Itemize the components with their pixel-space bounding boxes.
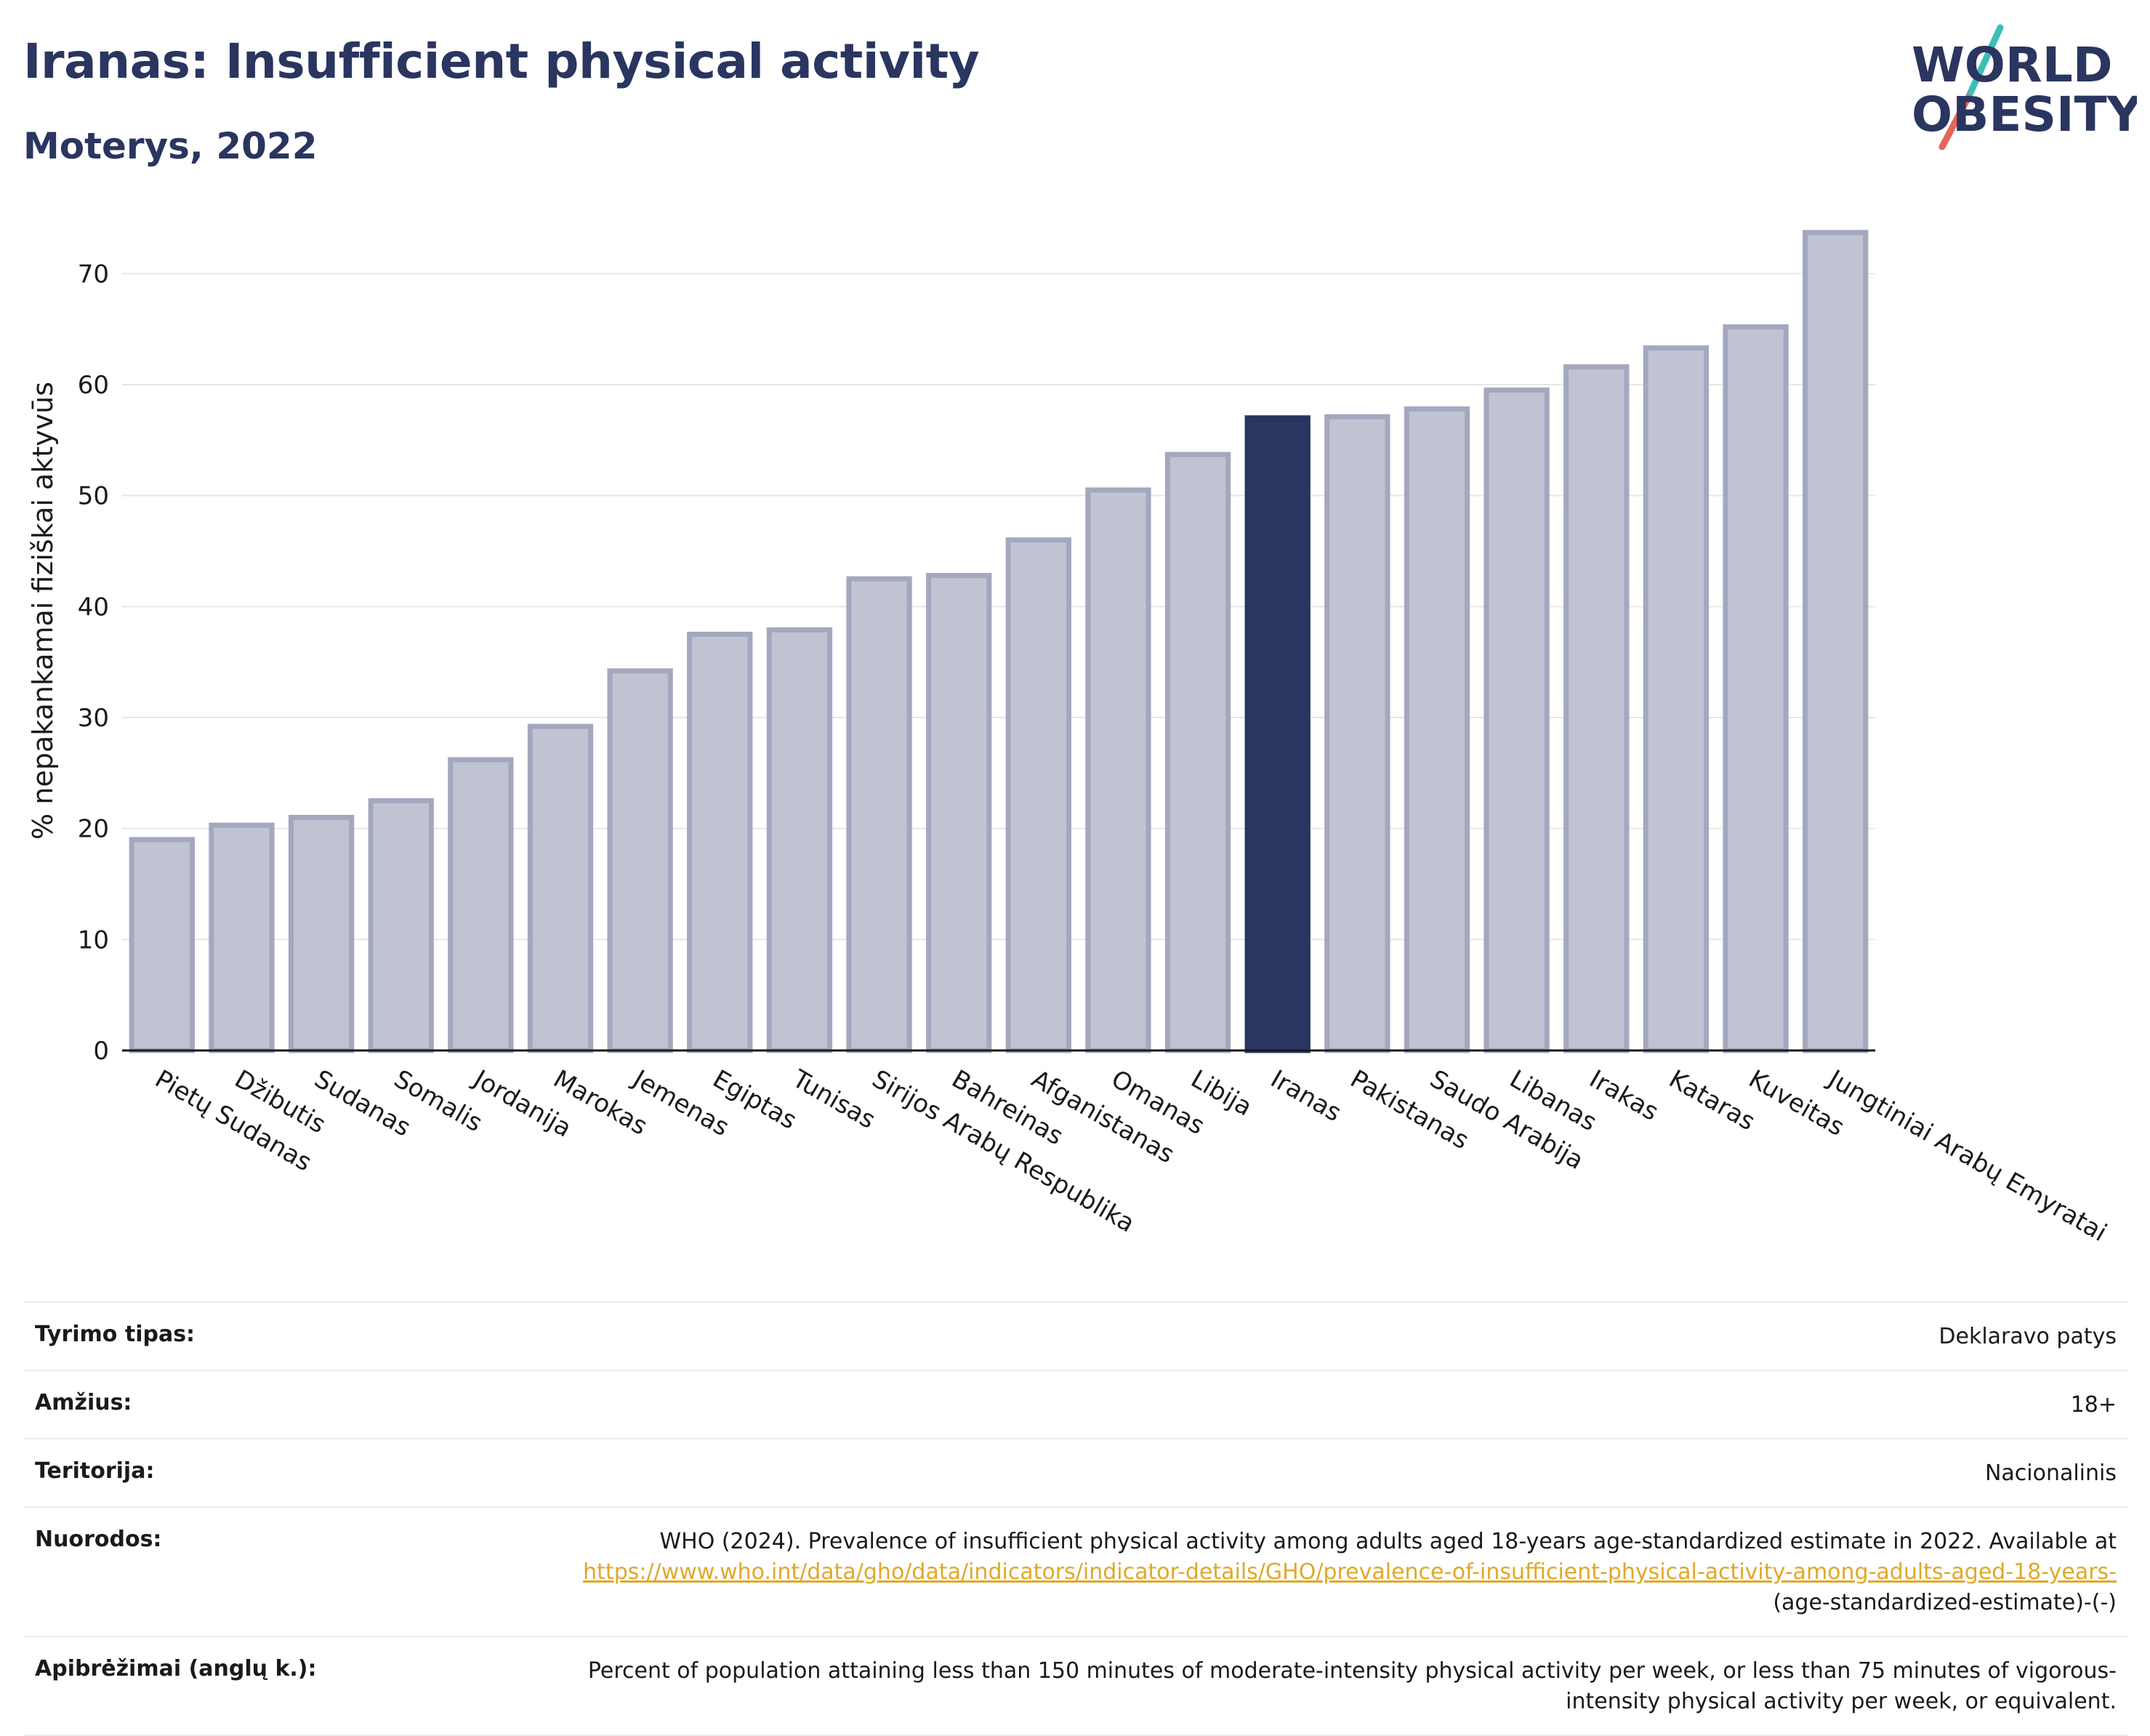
info-row-territory: Teritorija: Nacionalinis: [23, 1438, 2128, 1506]
references-text: WHO (2024). Prevalence of insufficient p…: [659, 1529, 2117, 1554]
y-tick-label: 20: [78, 815, 109, 844]
references-link[interactable]: https://www.who.int/data/gho/data/indica…: [583, 1559, 2117, 1585]
bar: [1085, 487, 1151, 1053]
bar: [846, 576, 912, 1053]
info-row-definitions: Apibrėžimai (anglų k.): Percent of popul…: [23, 1636, 2128, 1736]
bar: [1324, 414, 1390, 1053]
territory-value: Nacionalinis: [1984, 1460, 2117, 1486]
bar: [129, 837, 195, 1053]
bar: [926, 573, 992, 1053]
bar: [1723, 324, 1789, 1053]
references-label: Nuorodos:: [35, 1527, 162, 1552]
x-tick-label: Tunisas: [787, 1064, 881, 1135]
y-tick-label: 50: [78, 482, 109, 511]
bar: [527, 723, 594, 1053]
bar: [1803, 230, 1869, 1053]
info-table: Tyrimo tipas: Deklaravo patys Amžius: 18…: [23, 1301, 2128, 1736]
bar: [607, 668, 673, 1053]
bar: [1563, 364, 1630, 1053]
x-tick-label: Jungtiniai Arabų Emyratai: [1822, 1064, 2111, 1247]
world-obesity-logo: WORLD OBESITY: [1912, 24, 2137, 150]
age-value: 18+: [2070, 1392, 2117, 1418]
info-row-references: Nuorodos: WHO (2024). Prevalence of insu…: [23, 1506, 2128, 1636]
info-row-survey: Tyrimo tipas: Deklaravo patys: [23, 1301, 2128, 1370]
x-tick-labels: Pietų SudanasDžibutisSudanasSomalisJorda…: [150, 1064, 2111, 1247]
bar: [1005, 537, 1071, 1053]
bar: [288, 814, 355, 1053]
references-suffix: (age-standardized-estimate)-(-): [1773, 1590, 2117, 1615]
x-tick-label: Kataras: [1664, 1064, 1760, 1136]
y-tick-label: 30: [78, 704, 109, 733]
bars: [129, 230, 1869, 1053]
bar: [209, 822, 275, 1053]
references-value: WHO (2024). Prevalence of insufficient p…: [547, 1527, 2117, 1618]
bar: [1483, 387, 1550, 1053]
y-tick-label: 10: [78, 925, 109, 955]
bar-highlighted: [1244, 415, 1310, 1053]
logo-line2: OBESITY: [1912, 87, 2137, 142]
bar: [368, 798, 434, 1053]
territory-label: Teritorija:: [35, 1458, 155, 1484]
bar: [1404, 406, 1470, 1053]
y-tick-label: 40: [78, 592, 109, 622]
survey-value: Deklaravo patys: [1938, 1324, 2117, 1349]
y-axis-label: % nepakankamai fiziškai aktyvūs: [27, 382, 59, 840]
bar: [687, 632, 753, 1053]
survey-label: Tyrimo tipas:: [35, 1322, 196, 1347]
info-row-age: Amžius: 18+: [23, 1370, 2128, 1438]
bar: [766, 627, 833, 1053]
age-label: Amžius:: [35, 1390, 132, 1415]
bar-chart: 0 10 20 30 40 50 60 70 Pietų SudanasDžibutisSud…: [27, 230, 2111, 1247]
y-tick-label: 70: [78, 260, 109, 289]
definitions-value: Percent of population attaining less tha…: [587, 1658, 2117, 1714]
bar: [448, 757, 514, 1053]
page-subtitle: Moterys, 2022: [23, 125, 318, 167]
y-tick-label: 60: [78, 371, 109, 400]
x-tick-label: Iranas: [1265, 1064, 1346, 1128]
y-tick-labels: 0 10 20 30 40 50 60 70: [78, 260, 109, 1066]
definitions-label: Apibrėžimai (anglų k.):: [35, 1656, 317, 1681]
bar: [1164, 451, 1231, 1053]
bar: [1643, 345, 1710, 1053]
y-tick-label: 0: [93, 1037, 109, 1066]
logo-line1: WORLD: [1912, 37, 2113, 93]
page-title: Iranas: Insufficient physical activity: [23, 33, 980, 89]
